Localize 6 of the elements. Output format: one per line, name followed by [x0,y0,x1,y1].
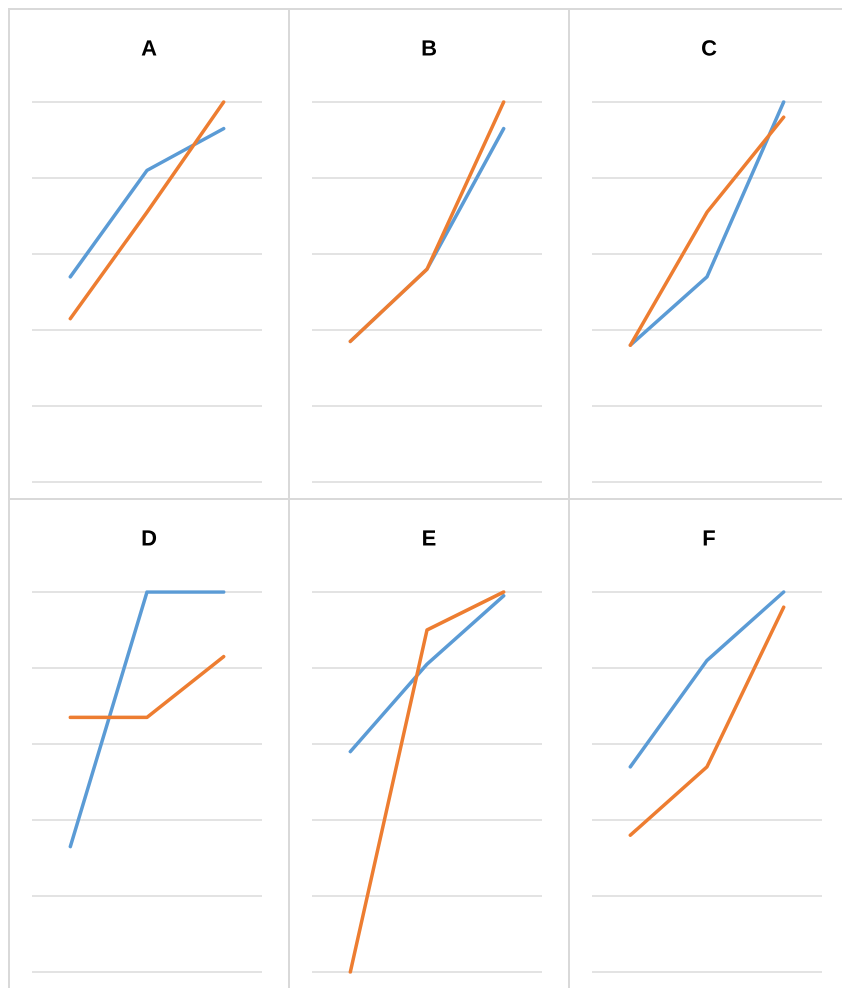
chart-title: D [141,526,157,550]
chart-title: B [421,36,437,60]
chart-title: F [702,526,716,550]
chart-title: A [141,36,158,60]
chart-title: E [422,526,436,550]
chart-title: C [701,36,718,60]
